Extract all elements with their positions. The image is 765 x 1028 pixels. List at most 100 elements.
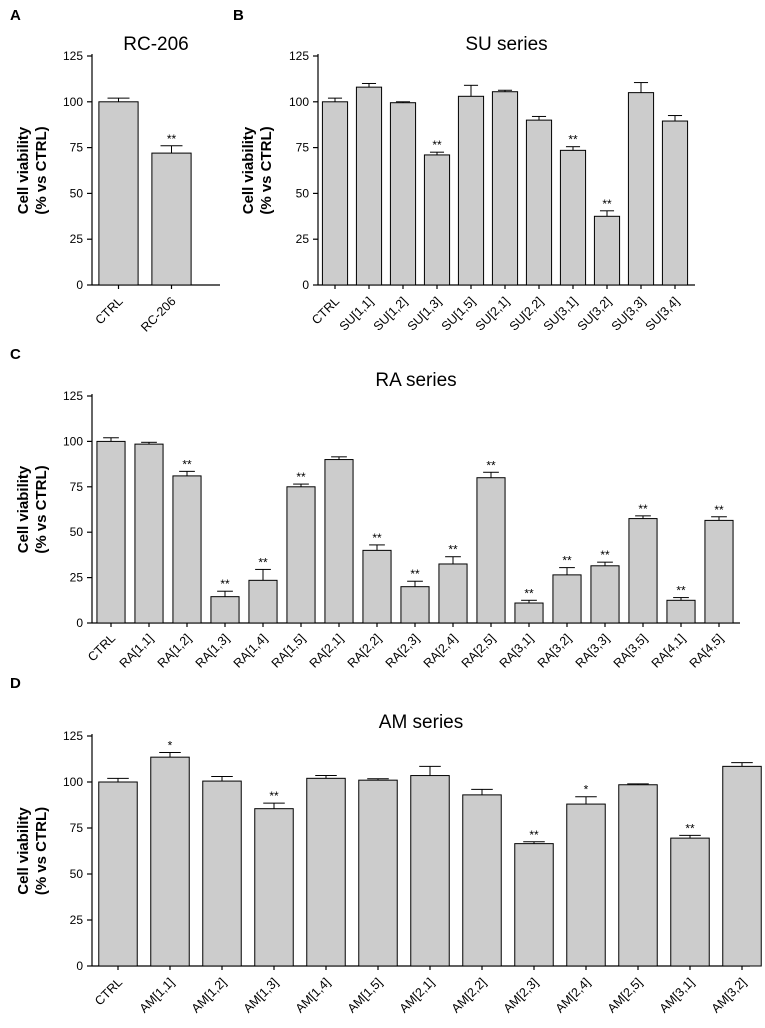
y-axis-label: Cell viability(% vs CTRL) <box>15 807 50 896</box>
x-tick-label: RA[2,4] <box>421 631 460 670</box>
y-axis-label: Cell viability(% vs CTRL) <box>240 126 275 215</box>
chart-title: RC-206 <box>123 34 188 55</box>
bar <box>358 779 398 967</box>
bar <box>722 765 762 967</box>
y-tick-label: 25 <box>70 571 84 585</box>
y-axis-label-line: Cell viability <box>15 465 32 553</box>
x-tick-label: RA[3,5] <box>611 631 650 670</box>
significance-label: ** <box>602 197 612 211</box>
y-tick-label: 0 <box>302 278 309 292</box>
bar <box>362 549 392 624</box>
bar <box>96 440 126 624</box>
significance-label: ** <box>167 132 177 146</box>
x-tick-label: SU[3,3] <box>609 294 648 333</box>
chart-panel-d: D AM series Cell viability(% vs CTRL) 0 25 50… <box>10 675 762 1016</box>
x-tick-label: AM[2,3] <box>501 975 541 1015</box>
bar <box>438 563 468 624</box>
significance-label: ** <box>524 586 534 600</box>
bar <box>628 518 658 624</box>
significance-label: * <box>584 783 589 797</box>
y-axis-label: Cell viability(% vs CTRL) <box>15 465 50 554</box>
chart-title: RA series <box>375 370 456 391</box>
bar <box>389 102 417 286</box>
bar <box>410 775 450 967</box>
x-tick-label: RA[2,5] <box>459 631 498 670</box>
x-tick-label: AM[1,2] <box>189 975 229 1015</box>
y-axis-label-line: (% vs CTRL) <box>258 126 275 214</box>
significance-label: ** <box>568 133 578 147</box>
bar <box>210 596 240 624</box>
bar <box>552 574 582 624</box>
x-tick-label: AM[2,5] <box>605 975 645 1015</box>
significance-label: ** <box>410 567 420 581</box>
y-tick-label: 50 <box>70 186 84 200</box>
y-tick-label: 75 <box>70 821 84 835</box>
y-tick-label: 125 <box>63 389 83 403</box>
panel-letter: B <box>233 7 244 24</box>
y-tick-label: 75 <box>70 141 84 155</box>
chart-title: SU series <box>465 34 547 55</box>
bar <box>248 579 278 624</box>
bar <box>457 95 485 286</box>
panel-letter: A <box>10 7 21 24</box>
y-axis-label-line: (% vs CTRL) <box>33 126 50 214</box>
x-tick-label: RA[3,2] <box>535 631 574 670</box>
bar <box>286 486 316 624</box>
x-tick-label: RA[4,5] <box>687 631 726 670</box>
significance-label: ** <box>676 584 686 598</box>
bar <box>627 92 655 286</box>
x-tick-label: RA[1,4] <box>231 631 270 670</box>
significance-label: ** <box>562 554 572 568</box>
y-axis-label-line: Cell viability <box>15 126 32 214</box>
bar <box>355 86 383 286</box>
y-tick-label: 0 <box>76 959 83 973</box>
bar <box>134 443 164 624</box>
significance-label: ** <box>432 138 442 152</box>
x-tick-label: AM[1,1] <box>137 975 177 1015</box>
x-tick-label: SU[2,2] <box>507 294 546 333</box>
y-tick-label: 25 <box>296 232 310 246</box>
x-tick-label: SU[1,5] <box>439 294 478 333</box>
y-tick-label: 0 <box>76 616 83 630</box>
bar <box>151 152 192 286</box>
x-tick-label: SU[1,2] <box>371 294 410 333</box>
y-tick-label: 125 <box>289 49 309 63</box>
bar <box>423 154 451 286</box>
bar <box>150 756 190 967</box>
bar <box>476 477 506 624</box>
significance-label: ** <box>258 555 268 569</box>
panel-letter: C <box>10 346 21 363</box>
x-tick-label: RA[1,5] <box>269 631 308 670</box>
x-tick-label: RC-206 <box>138 294 178 334</box>
x-tick-label: AM[2,1] <box>397 975 437 1015</box>
panel-letter: D <box>10 675 21 692</box>
x-tick-label: CTRL <box>92 975 125 1008</box>
y-tick-label: 100 <box>289 95 309 109</box>
x-tick-label: RA[2,3] <box>383 631 422 670</box>
significance-label: ** <box>448 543 458 557</box>
y-tick-label: 125 <box>63 49 83 63</box>
significance-label: ** <box>600 548 610 562</box>
x-tick-label: SU[1,3] <box>405 294 444 333</box>
bar <box>324 459 354 624</box>
x-tick-label: SU[3,1] <box>541 294 580 333</box>
significance-label: * <box>168 739 173 753</box>
chart-panel-a: A RC-206 Cell viability(% vs CTRL) 0 25 50 75 1… <box>10 7 220 335</box>
bar <box>254 808 294 967</box>
x-tick-label: AM[2,4] <box>553 975 593 1015</box>
x-tick-label: AM[2,2] <box>449 975 489 1015</box>
bar <box>514 843 554 967</box>
bar <box>566 803 606 967</box>
x-tick-label: RA[1,2] <box>155 631 194 670</box>
x-tick-label: RA[2,1] <box>307 631 346 670</box>
bar <box>462 794 502 967</box>
x-tick-label: RA[3,3] <box>573 631 612 670</box>
bar <box>661 120 689 286</box>
x-tick-label: RA[4,1] <box>649 631 688 670</box>
x-tick-label: AM[1,3] <box>241 975 281 1015</box>
chart-panel-c: C RA series Cell viability(% vs CTRL) 0 25 50… <box>10 346 740 671</box>
x-tick-label: RA[1,1] <box>117 631 156 670</box>
y-axis-label-line: (% vs CTRL) <box>33 465 50 553</box>
x-tick-label: RA[2,2] <box>345 631 384 670</box>
